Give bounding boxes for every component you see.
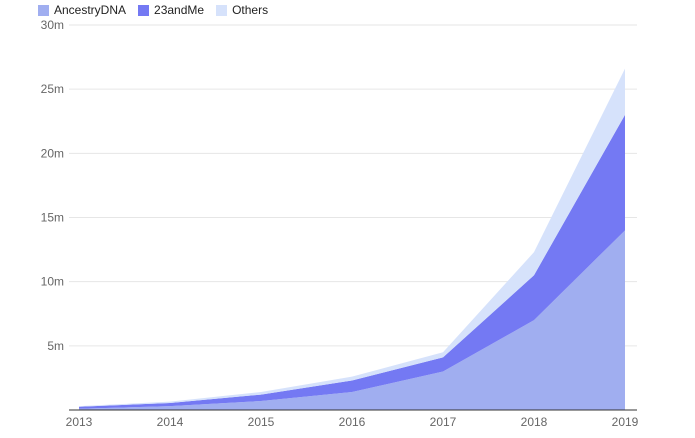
legend-label-others: Others — [232, 3, 269, 17]
x-tick-label: 2017 — [430, 415, 457, 429]
x-axis-tick-labels: 2013 2014 2015 2016 2017 2018 2019 — [66, 415, 639, 429]
y-tick-label: 15m — [41, 211, 64, 225]
y-axis-tick-labels: 30m 25m 20m 15m 10m 5m — [41, 18, 64, 353]
x-tick-label: 2015 — [248, 415, 275, 429]
area-23andme[interactable] — [79, 114, 625, 409]
x-tick-label: 2014 — [157, 415, 184, 429]
legend: AncestryDNA 23andMe Others — [38, 2, 268, 18]
legend-label-23andme: 23andMe — [154, 3, 205, 17]
y-tick-label: 10m — [41, 275, 64, 289]
area-ancestrydna[interactable] — [79, 230, 625, 410]
legend-swatch-ancestrydna — [38, 4, 49, 16]
legend-swatch-23andme — [138, 4, 150, 16]
y-tick-label: 25m — [41, 82, 64, 96]
legend-item-ancestrydna[interactable]: AncestryDNA — [38, 3, 126, 17]
x-tick-label: 2013 — [66, 415, 93, 429]
area-series — [79, 68, 625, 410]
legend-label-ancestrydna: AncestryDNA — [54, 3, 127, 17]
x-tick-label: 2019 — [612, 415, 639, 429]
legend-item-others[interactable]: Others — [216, 3, 268, 17]
x-tick-label: 2018 — [521, 415, 548, 429]
x-tick-label: 2016 — [339, 415, 366, 429]
y-tick-label: 20m — [41, 146, 64, 160]
legend-item-23andme[interactable]: 23andMe — [138, 3, 204, 17]
legend-swatch-others — [216, 4, 228, 16]
y-tick-label: 30m — [41, 18, 64, 32]
y-tick-label: 5m — [47, 339, 64, 353]
